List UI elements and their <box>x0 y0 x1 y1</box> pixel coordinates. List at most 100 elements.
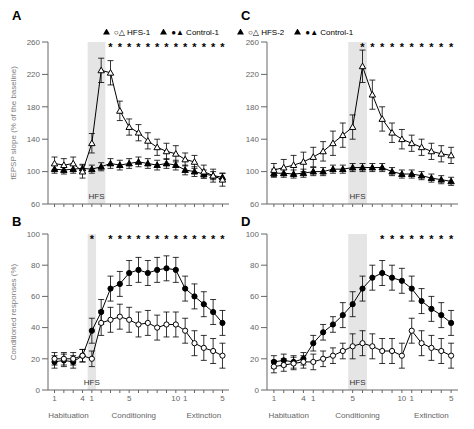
svg-text:*: * <box>419 233 424 245</box>
svg-text:*: * <box>192 41 197 53</box>
svg-text:5: 5 <box>449 394 454 403</box>
svg-text:HFS: HFS <box>350 378 366 387</box>
svg-text:*: * <box>400 41 405 53</box>
svg-text:*: * <box>211 233 216 245</box>
svg-text:0: 0 <box>255 386 260 395</box>
svg-text:*: * <box>220 41 225 53</box>
svg-text:*: * <box>220 233 225 245</box>
svg-text:*: * <box>410 41 415 53</box>
html-text:A: A <box>12 8 22 23</box>
html-text:○△ HFS-1: ○△ HFS-1 <box>113 28 151 37</box>
svg-text:*: * <box>127 233 132 245</box>
svg-text:*: * <box>183 41 188 53</box>
svg-text:Conditioning: Conditioning <box>112 411 156 420</box>
svg-text:180: 180 <box>27 103 41 112</box>
svg-text:*: * <box>146 233 151 245</box>
svg-text:*: * <box>108 233 113 245</box>
html-text:C: C <box>241 8 251 23</box>
svg-text:1: 1 <box>183 394 188 403</box>
svg-text:*: * <box>108 41 113 53</box>
svg-text:*: * <box>419 41 424 53</box>
svg-text:*: * <box>439 233 444 245</box>
svg-text:*: * <box>174 41 179 53</box>
svg-text:*: * <box>360 41 365 53</box>
svg-text:*: * <box>90 233 95 245</box>
svg-text:*: * <box>155 41 160 53</box>
svg-text:80: 80 <box>250 261 259 270</box>
svg-text:*: * <box>429 233 434 245</box>
svg-text:Habituation: Habituation <box>268 411 308 420</box>
svg-text:5: 5 <box>127 394 132 403</box>
svg-text:*: * <box>211 41 216 53</box>
svg-text:*: * <box>118 233 123 245</box>
svg-text:*: * <box>380 41 385 53</box>
svg-text:60: 60 <box>250 292 259 301</box>
svg-text:fEPSP slope (% of the baseline: fEPSP slope (% of the baseline) <box>9 66 18 180</box>
svg-text:Extinction: Extinction <box>186 411 221 420</box>
svg-text:*: * <box>410 233 415 245</box>
html-text:D: D <box>241 214 251 229</box>
svg-text:100: 100 <box>27 167 41 176</box>
svg-text:5: 5 <box>220 394 225 403</box>
svg-text:*: * <box>136 233 141 245</box>
svg-text:*: * <box>390 41 395 53</box>
svg-text:220: 220 <box>27 70 41 79</box>
svg-text:*: * <box>118 41 123 53</box>
svg-text:*: * <box>164 41 169 53</box>
svg-text:100: 100 <box>246 167 260 176</box>
svg-text:*: * <box>449 233 454 245</box>
svg-text:100: 100 <box>246 230 260 239</box>
svg-text:*: * <box>155 233 160 245</box>
svg-text:Conditioned responses (%): Conditioned responses (%) <box>9 263 18 360</box>
svg-text:*: * <box>202 41 207 53</box>
svg-text:80: 80 <box>31 261 40 270</box>
svg-text:100: 100 <box>27 230 41 239</box>
svg-text:*: * <box>202 233 207 245</box>
svg-text:4: 4 <box>80 394 85 403</box>
svg-text:*: * <box>400 233 405 245</box>
svg-text:180: 180 <box>246 103 260 112</box>
svg-text:10: 10 <box>397 394 406 403</box>
svg-text:HFS: HFS <box>89 192 105 201</box>
svg-text:0: 0 <box>36 386 41 395</box>
svg-text:140: 140 <box>246 135 260 144</box>
svg-text:40: 40 <box>250 323 259 332</box>
svg-text:260: 260 <box>246 38 260 47</box>
svg-text:*: * <box>380 233 385 245</box>
svg-text:5: 5 <box>350 394 355 403</box>
svg-text:*: * <box>192 233 197 245</box>
svg-text:*: * <box>127 41 132 53</box>
svg-text:*: * <box>370 41 375 53</box>
svg-text:1: 1 <box>272 394 277 403</box>
svg-text:Habituation: Habituation <box>48 411 88 420</box>
svg-text:1: 1 <box>52 394 57 403</box>
svg-text:Conditioning: Conditioning <box>335 411 379 420</box>
svg-text:HFS: HFS <box>350 192 366 201</box>
svg-text:*: * <box>429 41 434 53</box>
svg-text:Extinction: Extinction <box>414 411 449 420</box>
svg-text:*: * <box>174 233 179 245</box>
svg-text:1: 1 <box>410 394 415 403</box>
svg-text:HFS: HFS <box>84 378 100 387</box>
svg-text:10: 10 <box>171 394 180 403</box>
svg-text:*: * <box>390 233 395 245</box>
svg-text:140: 140 <box>27 135 41 144</box>
svg-text:260: 260 <box>27 38 41 47</box>
svg-text:40: 40 <box>31 323 40 332</box>
svg-text:60: 60 <box>31 200 40 209</box>
svg-text:*: * <box>183 233 188 245</box>
svg-text:1: 1 <box>311 394 316 403</box>
svg-text:20: 20 <box>31 355 40 364</box>
svg-text:4: 4 <box>301 394 306 403</box>
svg-text:220: 220 <box>246 70 260 79</box>
html-text:B: B <box>12 214 22 229</box>
svg-text:*: * <box>136 41 141 53</box>
svg-text:*: * <box>164 233 169 245</box>
svg-text:1: 1 <box>90 394 95 403</box>
svg-text:*: * <box>449 41 454 53</box>
svg-text:60: 60 <box>250 200 259 209</box>
svg-text:20: 20 <box>250 355 259 364</box>
svg-text:*: * <box>146 41 151 53</box>
svg-text:*: * <box>439 41 444 53</box>
svg-text:60: 60 <box>31 292 40 301</box>
